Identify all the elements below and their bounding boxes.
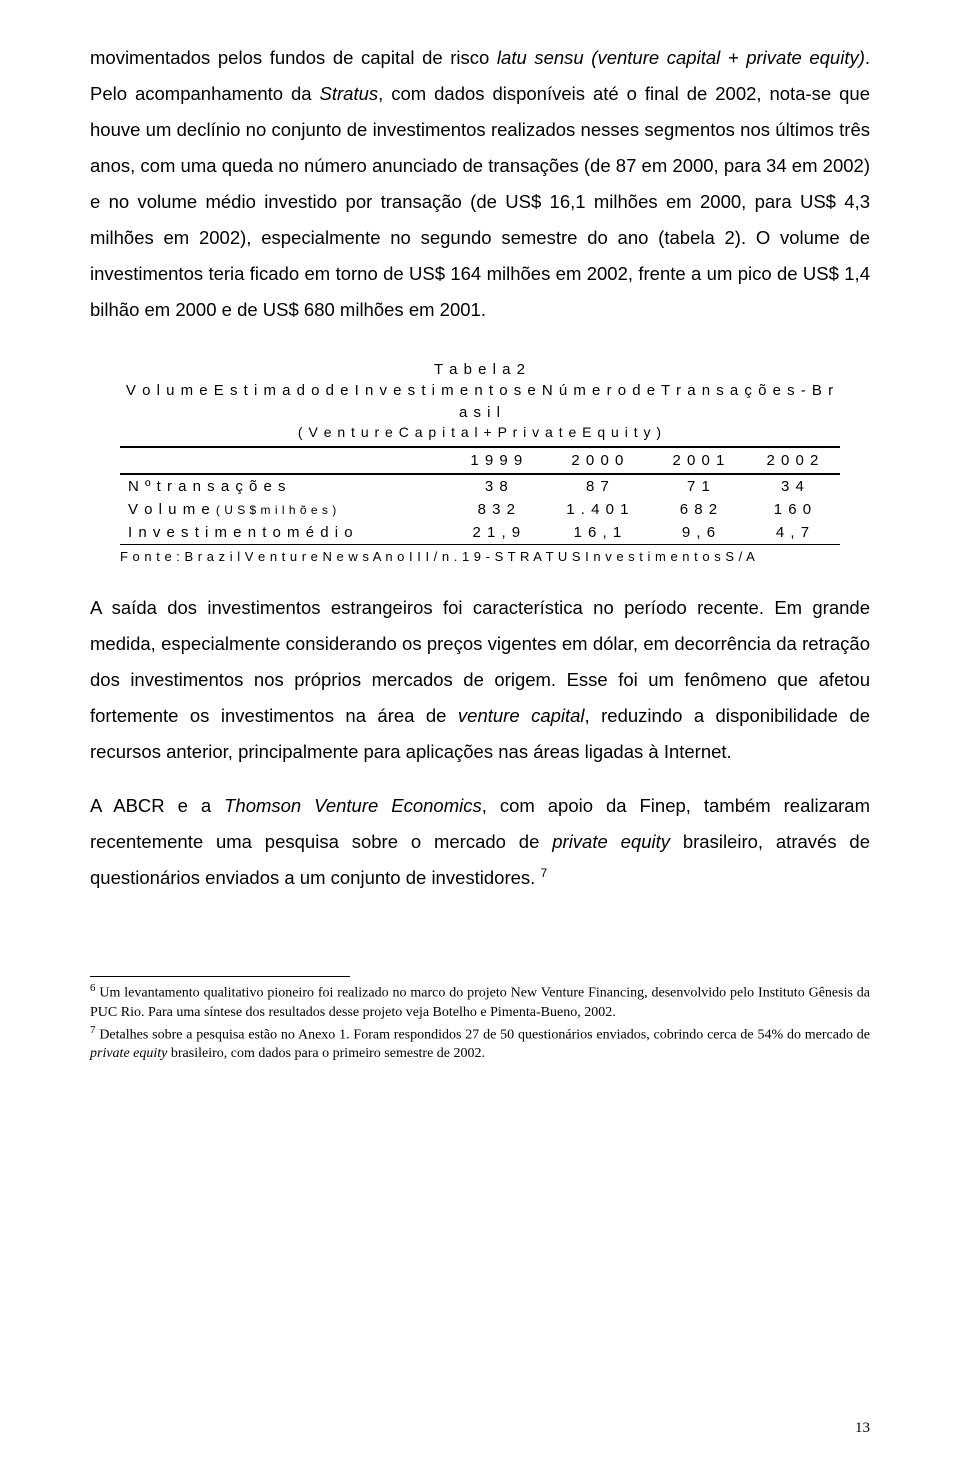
para1-text-a: movimentados pelos fundos de capital de … xyxy=(90,47,497,68)
cell-2-1: 1 6 , 1 xyxy=(544,521,652,545)
paragraph-3: A ABCR e a Thomson Venture Economics, co… xyxy=(90,788,870,896)
paragraph-2: A saída dos investimentos estrangeiros f… xyxy=(90,590,870,770)
footnote-6-text: Um levantamento qualitativo pioneiro foi… xyxy=(90,986,870,1020)
table-2-block: T a b e l a 2 V o l u m e E s t i m a d … xyxy=(90,359,870,564)
paragraph-1: movimentados pelos fundos de capital de … xyxy=(90,40,870,329)
cell-0-3: 3 4 xyxy=(746,474,840,498)
table-source: F o n t e : B r a z i l V e n t u r e N … xyxy=(120,549,840,564)
cell-0-0: 3 8 xyxy=(450,474,544,498)
table-header-2002: 2 0 0 2 xyxy=(746,447,840,474)
table-row: V o l u m e ( U S $ m i l h õ e s ) 8 3 … xyxy=(120,498,840,521)
table-row: I n v e s t i m e n t o m é d i o 2 1 , … xyxy=(120,521,840,545)
table-header-row: 1 9 9 9 2 0 0 0 2 0 0 1 2 0 0 2 xyxy=(120,447,840,474)
table-row: N º t r a n s a ç õ e s 3 8 8 7 7 1 3 4 xyxy=(120,474,840,498)
cell-1-0: 8 3 2 xyxy=(450,498,544,521)
cell-1-3: 1 6 0 xyxy=(746,498,840,521)
footnote-ref-7: 7 xyxy=(540,866,547,880)
footnote-7-italic: private equity xyxy=(90,1046,167,1061)
page-container: movimentados pelos fundos de capital de … xyxy=(0,0,960,1457)
para3-italic-2: private equity xyxy=(552,831,670,852)
table-subtitle: ( V e n t u r e C a p i t a l + P r i v … xyxy=(120,424,840,440)
table-2: 1 9 9 9 2 0 0 0 2 0 0 1 2 0 0 2 N º t r … xyxy=(120,446,840,545)
footnotes: 6 Um levantamento qualitativo pioneiro f… xyxy=(90,981,870,1064)
table-rowhead-1: V o l u m e ( U S $ m i l h õ e s ) xyxy=(120,498,450,521)
para1-italic-1: latu sensu (venture capital + private eq… xyxy=(497,47,865,68)
footnote-7: 7 Detalhes sobre a pesquisa estão no Ane… xyxy=(90,1023,870,1064)
row2-label: I n v e s t i m e n t o m é d i o xyxy=(128,524,354,541)
table-header-empty xyxy=(120,447,450,474)
table-rowhead-2: I n v e s t i m e n t o m é d i o xyxy=(120,521,450,545)
footnote-7-text-a: Detalhes sobre a pesquisa estão no Anexo… xyxy=(96,1027,871,1042)
cell-2-2: 9 , 6 xyxy=(652,521,746,545)
page-number: 13 xyxy=(855,1420,870,1437)
cell-1-2: 6 8 2 xyxy=(652,498,746,521)
footnote-7-text-b: brasileiro, com dados para o primeiro se… xyxy=(167,1046,485,1061)
para2-italic: venture capital xyxy=(458,705,585,726)
para3-italic-1: Thomson Venture Economics xyxy=(224,795,482,816)
table-header-1999: 1 9 9 9 xyxy=(450,447,544,474)
para1-text-d: , com dados disponíveis até o final de 2… xyxy=(90,83,870,320)
row1-sublabel: ( U S $ m i l h õ e s ) xyxy=(216,503,337,517)
cell-1-1: 1 . 4 0 1 xyxy=(544,498,652,521)
table-header-2001: 2 0 0 1 xyxy=(652,447,746,474)
cell-2-0: 2 1 , 9 xyxy=(450,521,544,545)
table-title: T a b e l a 2 V o l u m e E s t i m a d … xyxy=(120,359,840,424)
cell-0-2: 7 1 xyxy=(652,474,746,498)
table-title-line1: T a b e l a 2 xyxy=(434,361,526,378)
footnote-6: 6 Um levantamento qualitativo pioneiro f… xyxy=(90,981,870,1022)
table-title-line2: V o l u m e E s t i m a d o d e I n v e … xyxy=(126,382,834,421)
para1-italic-2: Stratus xyxy=(320,83,379,104)
row0-label: N º t r a n s a ç õ e s xyxy=(128,478,287,495)
cell-0-1: 8 7 xyxy=(544,474,652,498)
row1-label: V o l u m e xyxy=(128,501,216,518)
para3-text-a: A ABCR e a xyxy=(90,795,224,816)
cell-2-3: 4 , 7 xyxy=(746,521,840,545)
table-header-2000: 2 0 0 0 xyxy=(544,447,652,474)
table-rowhead-0: N º t r a n s a ç õ e s xyxy=(120,474,450,498)
